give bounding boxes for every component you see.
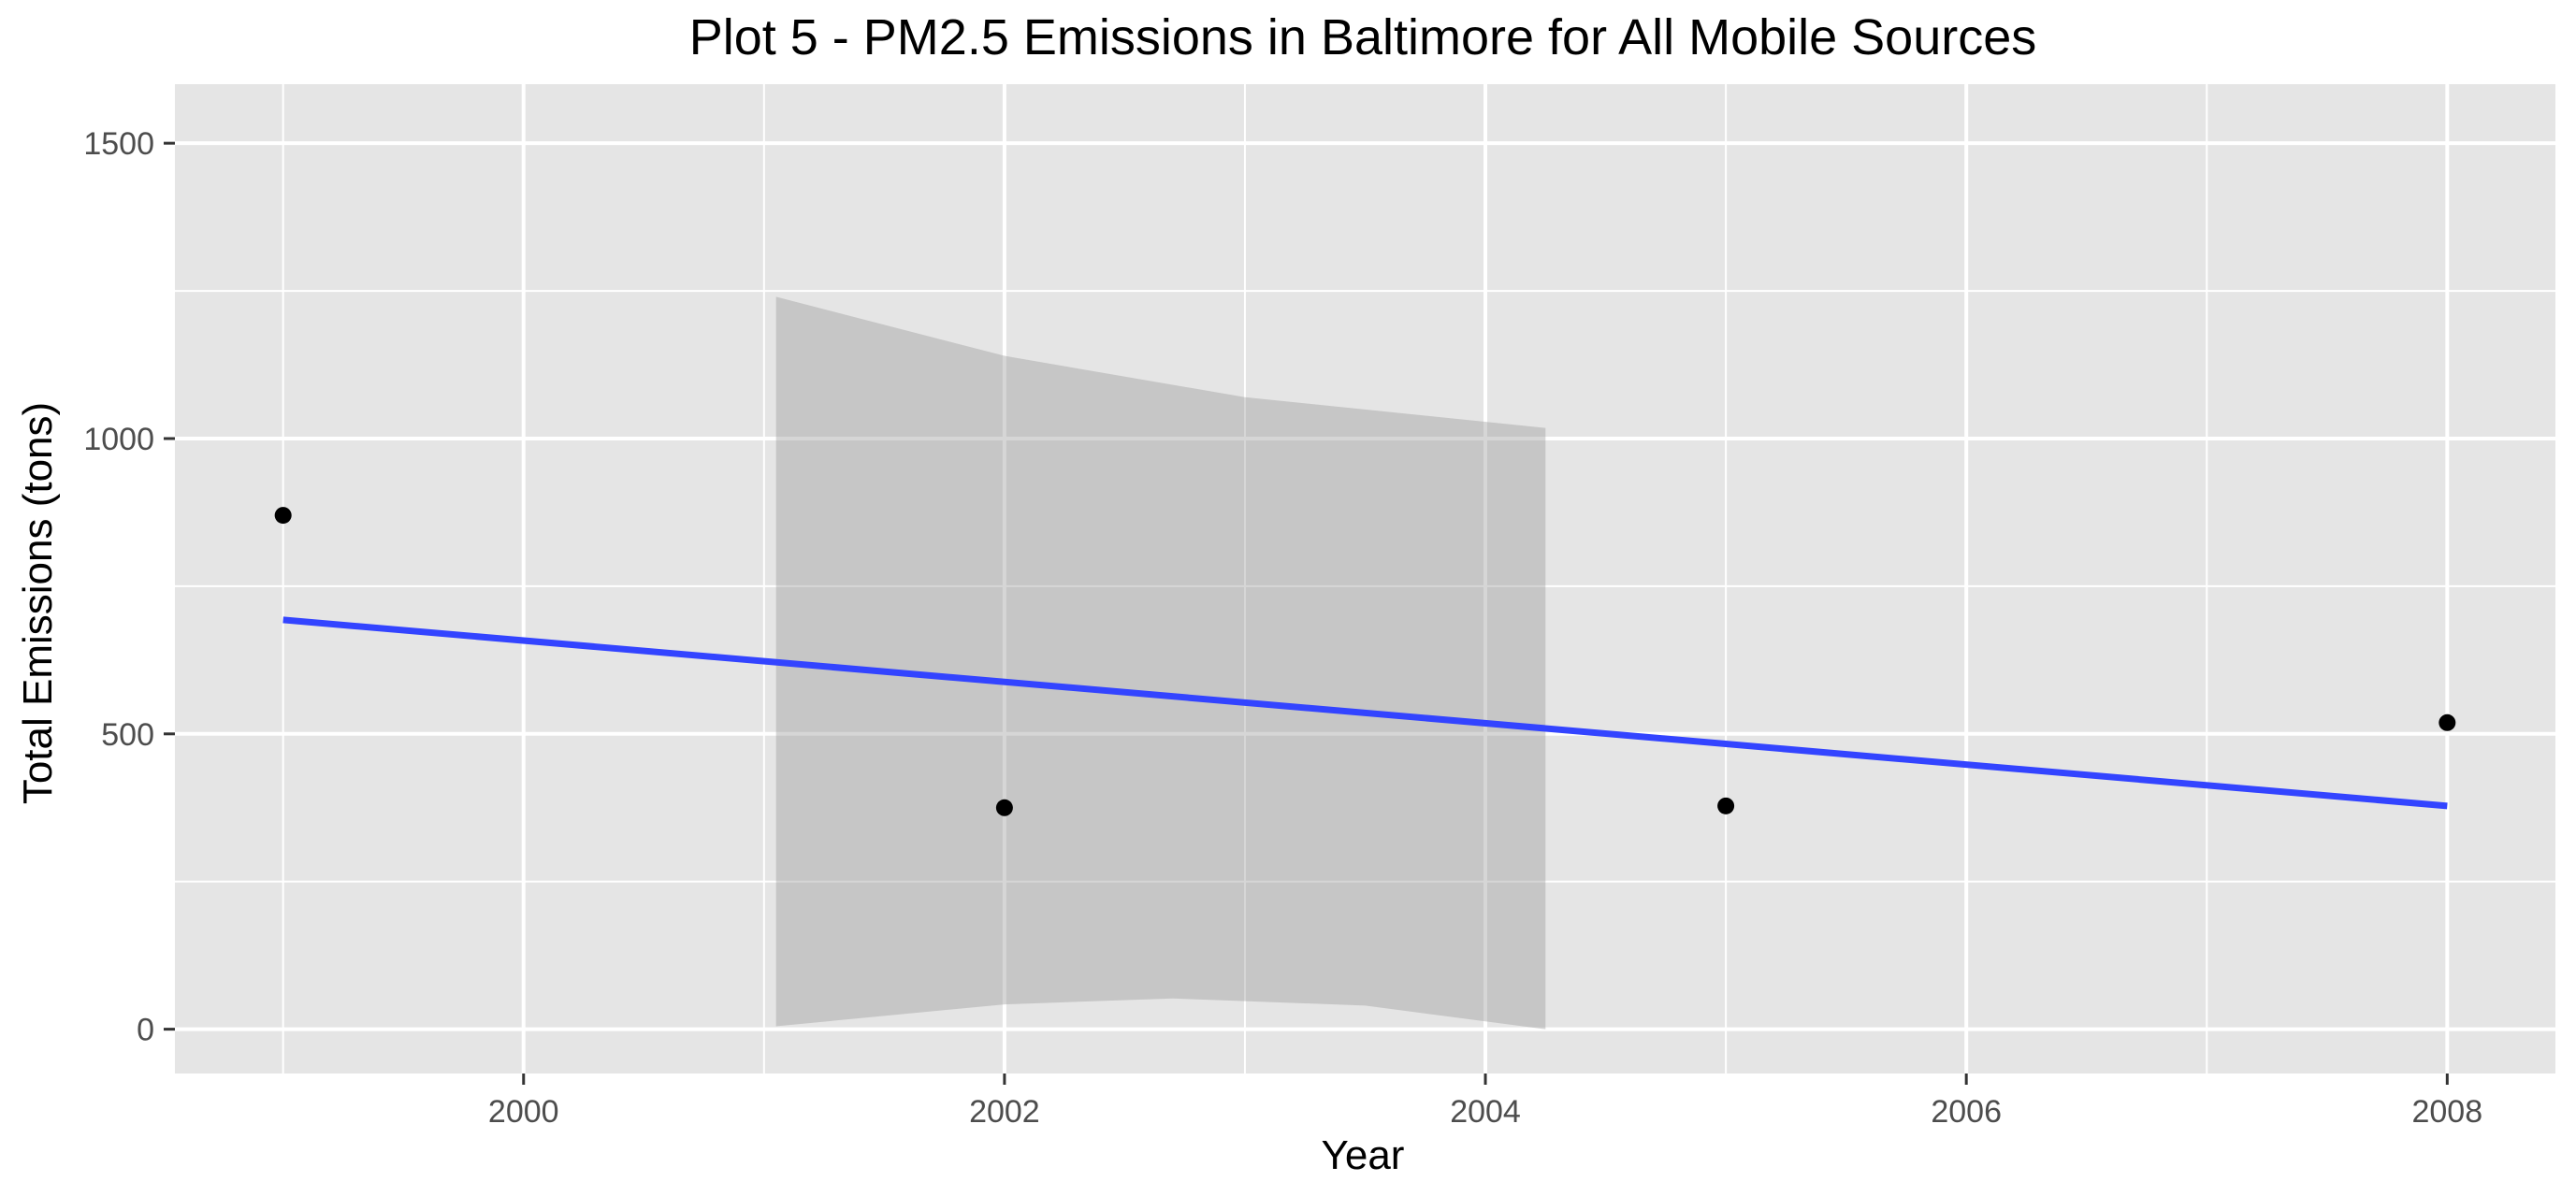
x-tick-label: 2006 [1931, 1094, 2002, 1130]
confidence-band [775, 296, 1546, 1030]
data-point [2439, 713, 2456, 731]
y-tick-label: 0 [137, 1013, 154, 1048]
confidence-band-layer [775, 296, 1546, 1030]
x-tick-label: 2000 [488, 1094, 559, 1130]
data-points [274, 507, 2456, 816]
y-tick-label: 1500 [83, 126, 154, 162]
data-point [1717, 797, 1735, 814]
trend-line-layer [282, 616, 2448, 810]
x-tick-label: 2002 [969, 1094, 1040, 1130]
chart-title: Plot 5 - PM2.5 Emissions in Baltimore fo… [689, 9, 2037, 65]
x-tick-label: 2008 [2411, 1094, 2482, 1130]
x-axis-title: Year [1322, 1132, 1405, 1178]
y-tick-label: 500 [101, 717, 154, 753]
trend-line [282, 616, 2448, 810]
data-point [274, 507, 292, 525]
data-point [995, 799, 1013, 816]
plot-panel [175, 84, 2555, 1074]
grid-lines [175, 84, 2555, 1074]
y-axis-title: Total Emissions (tons) [15, 402, 61, 804]
y-tick-label: 1000 [83, 422, 154, 457]
axes: 2000 2002 2004 2006 2008 0 500 1000 1500 [83, 126, 2482, 1130]
x-tick-label: 2004 [1450, 1094, 1521, 1130]
